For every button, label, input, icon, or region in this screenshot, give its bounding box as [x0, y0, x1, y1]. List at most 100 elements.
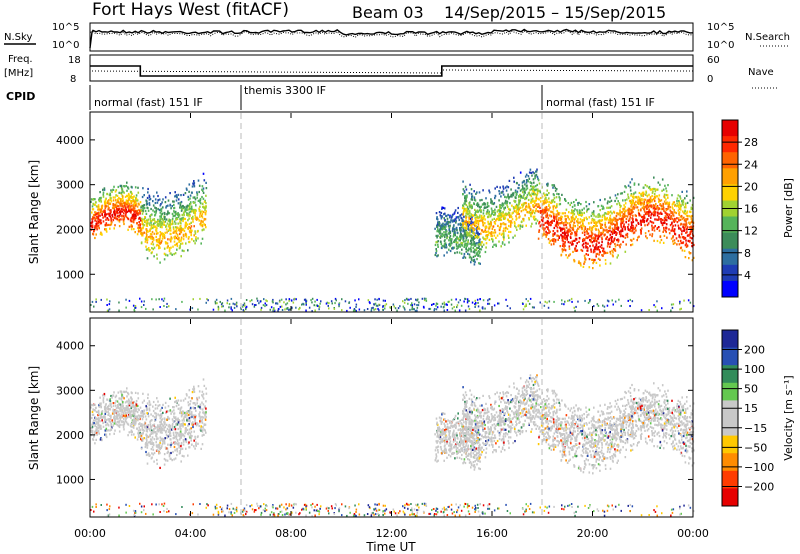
power-echo-cell: [584, 227, 586, 231]
power-echo-cell: [447, 220, 450, 224]
power-echo-cell: [471, 216, 473, 219]
power-echo-cell: [159, 222, 162, 225]
power-echo-cell: [106, 217, 109, 220]
power-echo-cell: [502, 203, 504, 206]
power-echo-cell: [355, 309, 357, 312]
power-echo-cell: [165, 228, 168, 231]
power-echo-cell: [626, 235, 629, 239]
power-echo-cell: [658, 194, 661, 197]
power-echo-cell: [648, 212, 650, 215]
velocity-echo-cell: [123, 409, 126, 413]
power-echo-cell: [506, 205, 509, 209]
power-echo-cell: [481, 219, 484, 222]
power-echo-cell: [126, 189, 128, 192]
power-echo-cell: [172, 226, 175, 229]
power-echo-cell: [485, 234, 487, 237]
power-echo-cell: [382, 299, 385, 302]
power-echo-cell: [92, 216, 94, 219]
power-echo-cell: [165, 206, 167, 209]
power-echo-cell: [479, 309, 481, 312]
power-echo-cell: [159, 236, 161, 239]
power-echo-cell: [174, 210, 177, 213]
power-echo-cell: [480, 209, 482, 212]
power-echo-cell: [110, 217, 113, 220]
power-echo-cell: [115, 212, 117, 215]
power-echo-cell: [614, 242, 616, 246]
velocity-echo-cell: [93, 435, 95, 438]
power-echo-cell: [470, 188, 473, 191]
power-echo-cell: [167, 204, 169, 207]
power-echo-cell: [532, 187, 534, 191]
power-echo-cell: [191, 210, 193, 213]
power-echo-cell: [425, 297, 427, 300]
power-echo-cell: [263, 298, 265, 301]
power-echo-cell: [660, 218, 663, 221]
power-echo-cell: [620, 243, 622, 246]
power-echo-cell: [571, 232, 573, 235]
power-echo-cell: [479, 238, 481, 241]
power-echo-cell: [468, 223, 471, 226]
power-echo-cell: [683, 237, 685, 240]
power-echo-cell: [544, 197, 546, 200]
power-echo-cell: [482, 189, 484, 192]
power-echo-cell: [609, 262, 612, 265]
power-echo-cell: [473, 242, 476, 246]
cpid-row: CPID normal (fast) 151 IF themis 3300 IF…: [6, 84, 655, 110]
power-echo-cell: [550, 201, 553, 204]
power-echo-cell: [567, 230, 570, 233]
power-echo-cell: [621, 219, 624, 222]
power-echo-cell: [561, 221, 563, 224]
power-echo-cell: [169, 223, 171, 226]
power-echo-cell: [463, 244, 466, 247]
power-echo-cell: [164, 196, 167, 199]
power-echo-cell: [678, 226, 680, 229]
power-echo-cell: [477, 233, 479, 236]
power-echo-cell: [472, 238, 475, 241]
power-echo-cell: [606, 202, 609, 205]
power-echo-cell: [507, 218, 509, 221]
power-echo-cell: [633, 183, 636, 186]
power-echo-cell: [571, 300, 573, 303]
power-echo-cell: [482, 217, 485, 220]
velocity-echo-cell: [92, 421, 94, 424]
power-echo-cell: [571, 205, 574, 209]
velocity-echo-cell: [132, 413, 135, 416]
power-echo-cell: [175, 229, 178, 232]
power-echo-cell: [683, 206, 686, 209]
power-echo-cell: [565, 208, 568, 211]
power-echo-cell: [514, 196, 517, 199]
power-echo-cell: [561, 215, 563, 219]
power-echo-cell: [619, 211, 621, 214]
power-echo-cell: [665, 193, 668, 197]
power-echo-cell: [448, 300, 450, 303]
power-echo-cell: [545, 214, 547, 217]
power-echo-cell: [597, 304, 600, 307]
power-echo-cell: [546, 198, 548, 202]
power-echo-cell: [593, 250, 596, 253]
power-echo-cell: [580, 211, 583, 214]
power-echo-cell: [681, 230, 683, 233]
power-echo-cell: [525, 305, 527, 307]
power-echo-cell: [435, 234, 438, 237]
power-echo-cell: [97, 204, 100, 207]
power-echo-cell: [146, 206, 148, 209]
power-echo-cell: [592, 259, 595, 262]
power-echo-cell: [469, 255, 472, 258]
power-echo-cell: [482, 212, 485, 215]
power-echo-cell: [509, 208, 511, 211]
power-echo-cell: [680, 222, 682, 225]
power-echo-cell: [561, 299, 563, 302]
power-echo-cell: [186, 188, 188, 191]
power-echo-cell: [588, 235, 590, 238]
power-echo-cell: [302, 302, 304, 305]
velocity-echo-cell: [122, 426, 125, 429]
power-echo-cell: [539, 301, 541, 304]
power-echo-cell: [180, 200, 183, 204]
power-echo-cell: [604, 225, 607, 228]
power-echo-cell: [154, 201, 157, 205]
power-echo-cell: [448, 239, 450, 242]
power-echo-cell: [459, 237, 462, 240]
power-echo-cell: [561, 239, 564, 242]
power-echo-cell: [621, 211, 624, 214]
power-echo-cell: [440, 211, 443, 215]
